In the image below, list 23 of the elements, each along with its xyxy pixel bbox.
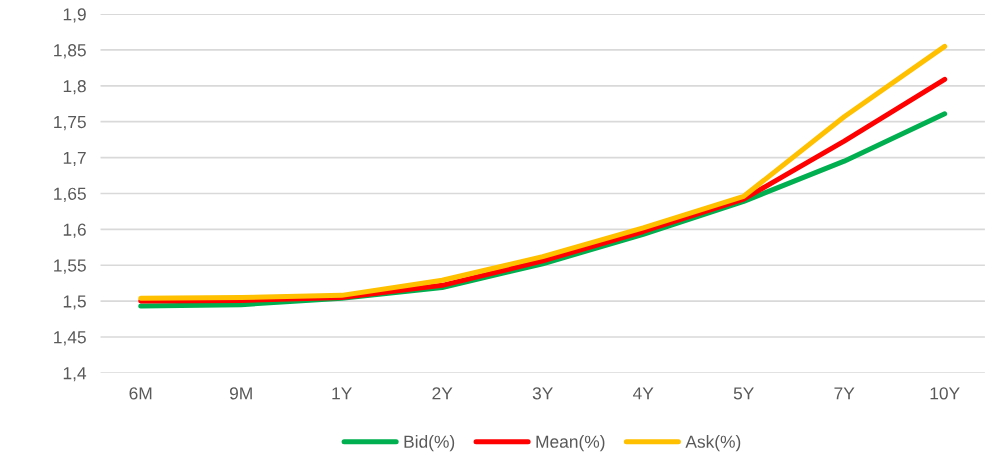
y-tick-label: 1,7 (63, 151, 86, 167)
x-tick-label: 9M (229, 387, 252, 400)
y-tick-label: 1,9 (63, 8, 86, 23)
y-tick-label: 1,4 (63, 367, 87, 382)
x-tick-label: 4Y (632, 387, 654, 400)
x-tick-label: 1Y (332, 387, 352, 400)
x-tick-label: 6M (129, 387, 152, 400)
x-tick-label: 3Y (532, 387, 553, 400)
y-tick-label: 1,65 (54, 187, 86, 202)
y-tick-label: 1,8 (63, 79, 86, 95)
x-tick-label: 2Y (432, 387, 453, 400)
y-tick-label: 1,6 (63, 223, 86, 238)
x-tick-label: 7Y (834, 387, 855, 400)
x-tick-label: 5Y (733, 387, 754, 400)
y-tick-label: 1,55 (54, 259, 86, 274)
y-tick-label: 1,85 (54, 44, 86, 59)
legend-label: Ask(%) (685, 435, 741, 452)
legend-label: Mean(%) (536, 435, 605, 452)
y-tick-label: 1,5 (63, 295, 86, 310)
x-tick-label: 10Y (930, 387, 960, 400)
y-tick-label: 1,45 (54, 331, 86, 346)
legend-label: Bid(%) (404, 435, 455, 452)
y-tick-label: 1,75 (54, 116, 86, 131)
